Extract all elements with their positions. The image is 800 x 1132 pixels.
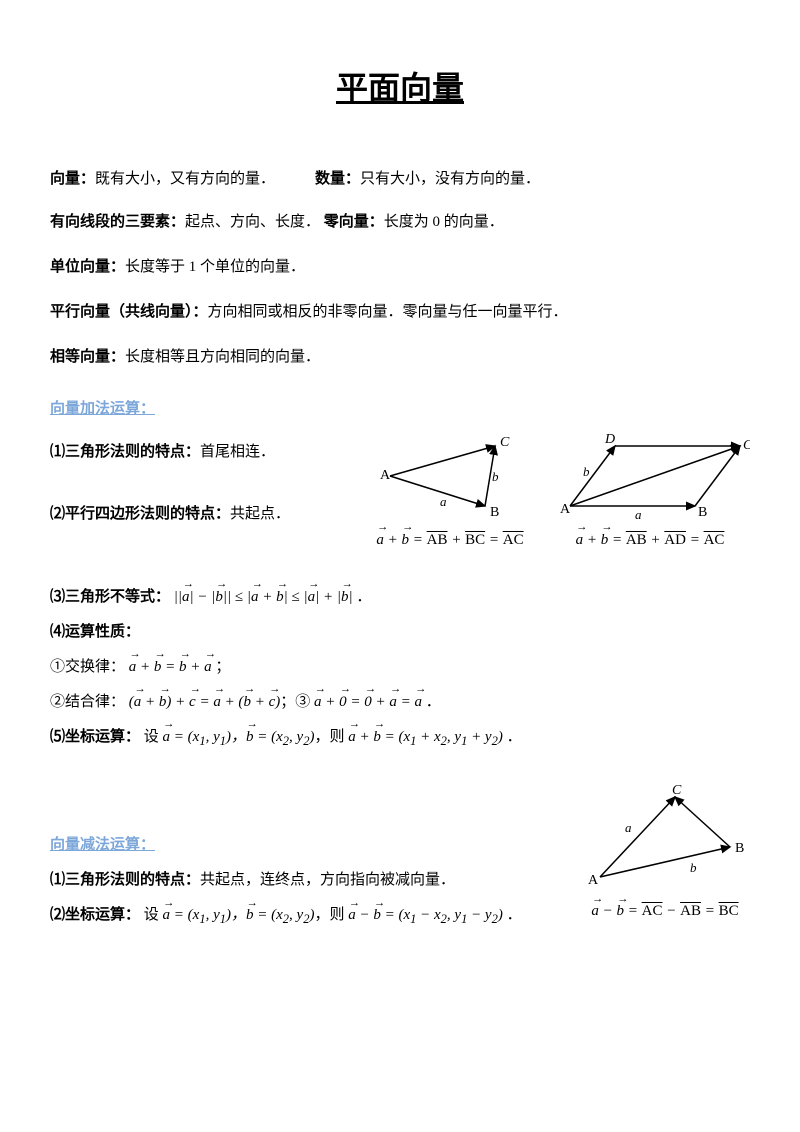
- subtraction-diagram: A B C a⃗ b⃗ a − b = AC − AB = BC: [580, 782, 750, 925]
- parallelogram-diagram: A B C D a⃗ b⃗ a + b = AB + AD = AC: [550, 431, 750, 554]
- svg-text:B: B: [490, 505, 499, 520]
- add-inequality: ⑶三角形不等式： ||a| − |b|| ≤ |a + b| ≤ |a| + |…: [50, 584, 750, 611]
- svg-text:a⃗: a⃗: [440, 494, 457, 509]
- def-scalar: 数量：只有大小，没有方向的量．: [315, 166, 540, 193]
- section-subtraction: 向量减法运算：: [50, 832, 560, 859]
- svg-text:a⃗: a⃗: [625, 820, 642, 835]
- svg-text:C: C: [672, 783, 682, 798]
- add-parallelogram-rule: ⑵平行四边形法则的特点：共起点．: [50, 501, 350, 528]
- def-unit: 单位向量：长度等于 1 个单位的向量．: [50, 254, 750, 281]
- triangle-diagram: A B C a⃗ b⃗ a + b = AB + BC = AC: [370, 431, 530, 554]
- add-properties: ⑷运算性质：: [50, 619, 750, 646]
- add-commutative: ①交换律： a + b = b + a ；: [50, 654, 750, 681]
- svg-text:b⃗: b⃗: [690, 860, 707, 875]
- sub-triangle-rule: ⑴三角形法则的特点：共起点，连终点，方向指向被减向量．: [50, 867, 560, 894]
- svg-text:a⃗: a⃗: [635, 507, 652, 521]
- def-vector: 向量：既有大小，又有方向的量．: [50, 166, 275, 193]
- def-equal: 相等向量：长度相等且方向相同的向量．: [50, 344, 750, 371]
- def-scalar-label: 数量：: [315, 171, 360, 187]
- svg-text:A: A: [588, 873, 599, 888]
- svg-text:C: C: [500, 435, 510, 450]
- svg-text:B: B: [698, 505, 707, 520]
- def-parallel: 平行向量（共线向量）：方向相同或相反的非零向量．零向量与任一向量平行．: [50, 299, 750, 326]
- svg-text:b⃗: b⃗: [492, 469, 509, 484]
- svg-text:A: A: [380, 468, 391, 483]
- svg-text:B: B: [735, 841, 744, 856]
- add-triangle-rule: ⑴三角形法则的特点：首尾相连．: [50, 439, 350, 466]
- subtraction-eq: a − b = AC − AB = BC: [580, 898, 750, 925]
- svg-text:b⃗: b⃗: [583, 464, 600, 479]
- add-associative: ②结合律： (a + b) + c = a + (b + c)；③ a + 0 …: [50, 689, 750, 716]
- triangle-eq: a + b = AB + BC = AC: [370, 527, 530, 554]
- sub-coordinate: ⑵坐标运算： 设 a = (x1, y1)，b = (x2, y2)，则 a −…: [50, 902, 560, 931]
- parallelogram-eq: a + b = AB + AD = AC: [550, 527, 750, 554]
- svg-text:C: C: [743, 438, 750, 453]
- section-addition: 向量加法运算：: [50, 396, 750, 423]
- svg-text:D: D: [604, 432, 615, 447]
- page-title: 平面向量: [50, 60, 750, 118]
- add-coordinate: ⑸坐标运算： 设 a = (x1, y1)，b = (x2, y2)，则 a +…: [50, 724, 750, 753]
- svg-text:A: A: [560, 502, 571, 517]
- def-vector-label: 向量：: [50, 171, 95, 187]
- def-segment-zero: 有向线段的三要素：起点、方向、长度． 零向量：长度为 0 的向量．: [50, 209, 750, 236]
